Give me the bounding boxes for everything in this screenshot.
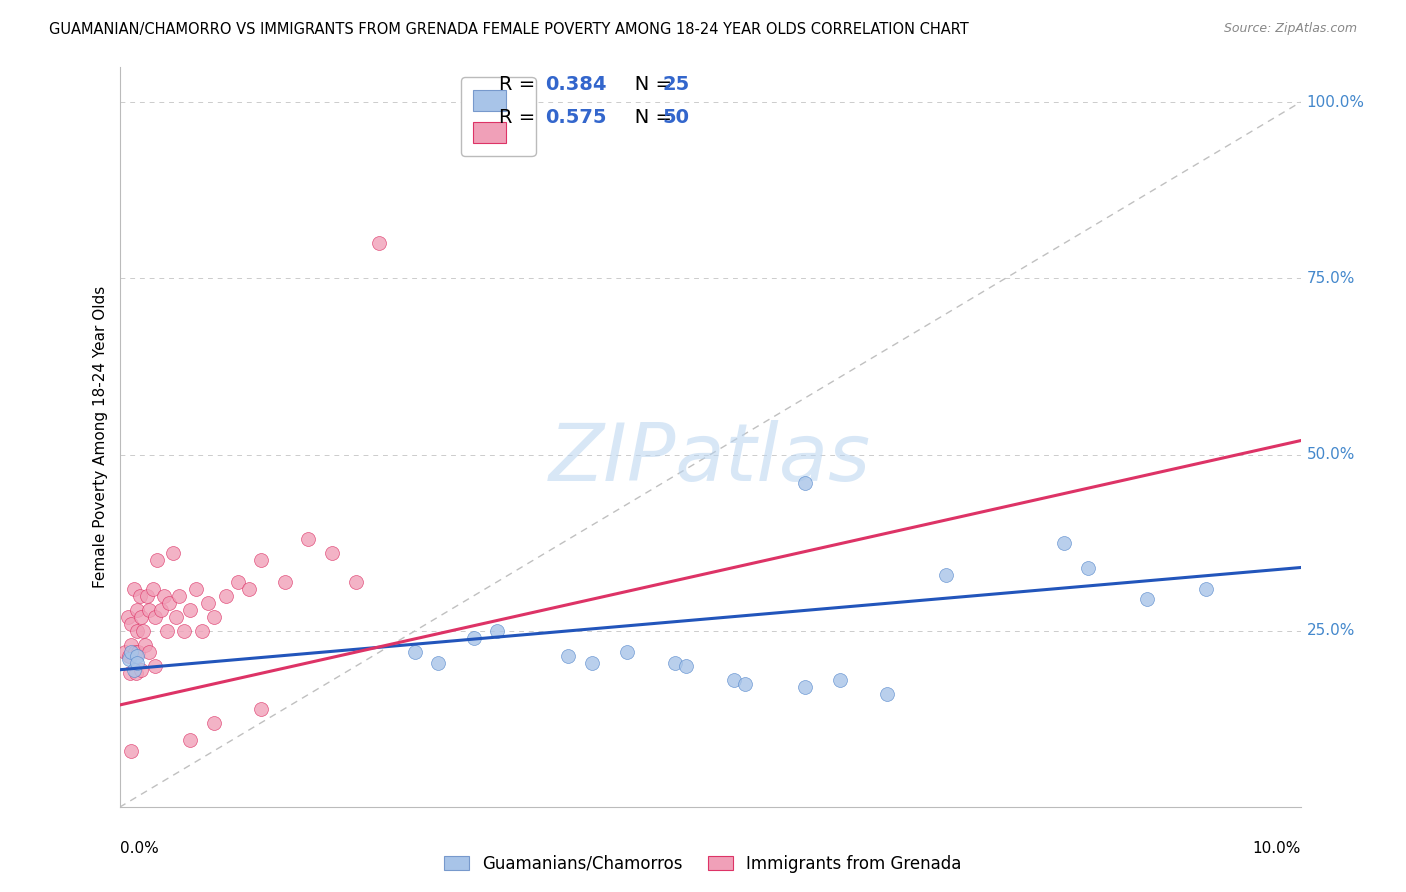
Point — [125, 666, 148, 681]
Point — [120, 666, 142, 681]
Text: 0.0%: 0.0% — [120, 840, 159, 855]
Point — [238, 582, 260, 596]
Point — [129, 663, 152, 677]
Point — [129, 610, 152, 624]
Point — [404, 645, 426, 659]
Point — [118, 648, 141, 663]
Point — [368, 236, 391, 251]
Point — [118, 652, 141, 666]
Text: 25.0%: 25.0% — [1306, 624, 1355, 639]
Text: 75.0%: 75.0% — [1306, 271, 1355, 286]
Point — [1136, 592, 1159, 607]
Point — [250, 553, 273, 567]
Point — [675, 659, 697, 673]
Point — [250, 701, 273, 715]
Point — [344, 574, 367, 589]
Point — [153, 589, 176, 603]
Point — [134, 638, 156, 652]
Text: 0.384: 0.384 — [546, 75, 607, 95]
Point — [215, 589, 238, 603]
Point — [127, 624, 149, 638]
Point — [165, 610, 187, 624]
Text: 100.0%: 100.0% — [1306, 95, 1364, 110]
Legend: Guamanians/Chamorros, Immigrants from Grenada: Guamanians/Chamorros, Immigrants from Gr… — [437, 848, 969, 880]
Point — [132, 624, 155, 638]
Text: GUAMANIAN/CHAMORRO VS IMMIGRANTS FROM GRENADA FEMALE POVERTY AMONG 18-24 YEAR OL: GUAMANIAN/CHAMORRO VS IMMIGRANTS FROM GR… — [49, 22, 969, 37]
Text: 25: 25 — [662, 75, 689, 95]
Point — [734, 677, 756, 691]
Point — [127, 648, 149, 663]
Point — [179, 733, 201, 747]
Point — [1053, 536, 1076, 550]
Point — [138, 603, 160, 617]
Point — [793, 681, 815, 695]
Point — [173, 624, 195, 638]
Point — [120, 645, 142, 659]
Point — [143, 610, 166, 624]
Text: ZIPatlas: ZIPatlas — [548, 420, 872, 499]
Point — [463, 631, 485, 645]
Text: 0.575: 0.575 — [546, 108, 607, 128]
Point — [122, 663, 145, 677]
Point — [156, 624, 179, 638]
Point — [120, 638, 142, 652]
Point — [128, 589, 150, 603]
Text: N =: N = — [616, 75, 678, 95]
Point — [427, 656, 450, 670]
Point — [1077, 560, 1099, 574]
Text: 10.0%: 10.0% — [1253, 840, 1301, 855]
Point — [124, 645, 146, 659]
Text: 50.0%: 50.0% — [1306, 447, 1355, 462]
Point — [1195, 582, 1218, 596]
Point — [167, 589, 190, 603]
Text: Source: ZipAtlas.com: Source: ZipAtlas.com — [1223, 22, 1357, 36]
Point — [142, 582, 165, 596]
Point — [202, 715, 225, 730]
Point — [143, 659, 166, 673]
Text: 50: 50 — [662, 108, 689, 128]
Point — [935, 567, 957, 582]
Point — [179, 603, 201, 617]
Point — [146, 553, 169, 567]
Point — [127, 645, 149, 659]
Point — [127, 603, 149, 617]
Point — [202, 610, 225, 624]
Point — [297, 533, 319, 547]
Point — [226, 574, 249, 589]
Point — [876, 688, 898, 702]
Point — [321, 546, 343, 560]
Point — [274, 574, 297, 589]
Point — [664, 656, 686, 670]
Point — [186, 582, 208, 596]
Text: R =: R = — [499, 75, 541, 95]
Point — [117, 610, 139, 624]
Point — [149, 603, 172, 617]
Point — [581, 656, 603, 670]
Point — [557, 648, 579, 663]
Point — [828, 673, 851, 688]
Point — [616, 645, 638, 659]
Point — [120, 744, 142, 758]
Point — [157, 596, 180, 610]
Point — [138, 645, 160, 659]
Point — [793, 475, 815, 490]
Point — [197, 596, 219, 610]
Point — [127, 656, 149, 670]
Y-axis label: Female Poverty Among 18-24 Year Olds: Female Poverty Among 18-24 Year Olds — [93, 286, 108, 588]
Point — [162, 546, 184, 560]
Text: R =: R = — [499, 108, 541, 128]
Point — [486, 624, 509, 638]
Point — [135, 589, 157, 603]
Point — [122, 582, 145, 596]
Point — [120, 616, 142, 631]
Point — [114, 645, 136, 659]
Legend: , : , — [461, 78, 536, 156]
Point — [723, 673, 745, 688]
Point — [191, 624, 214, 638]
Text: N =: N = — [616, 108, 678, 128]
